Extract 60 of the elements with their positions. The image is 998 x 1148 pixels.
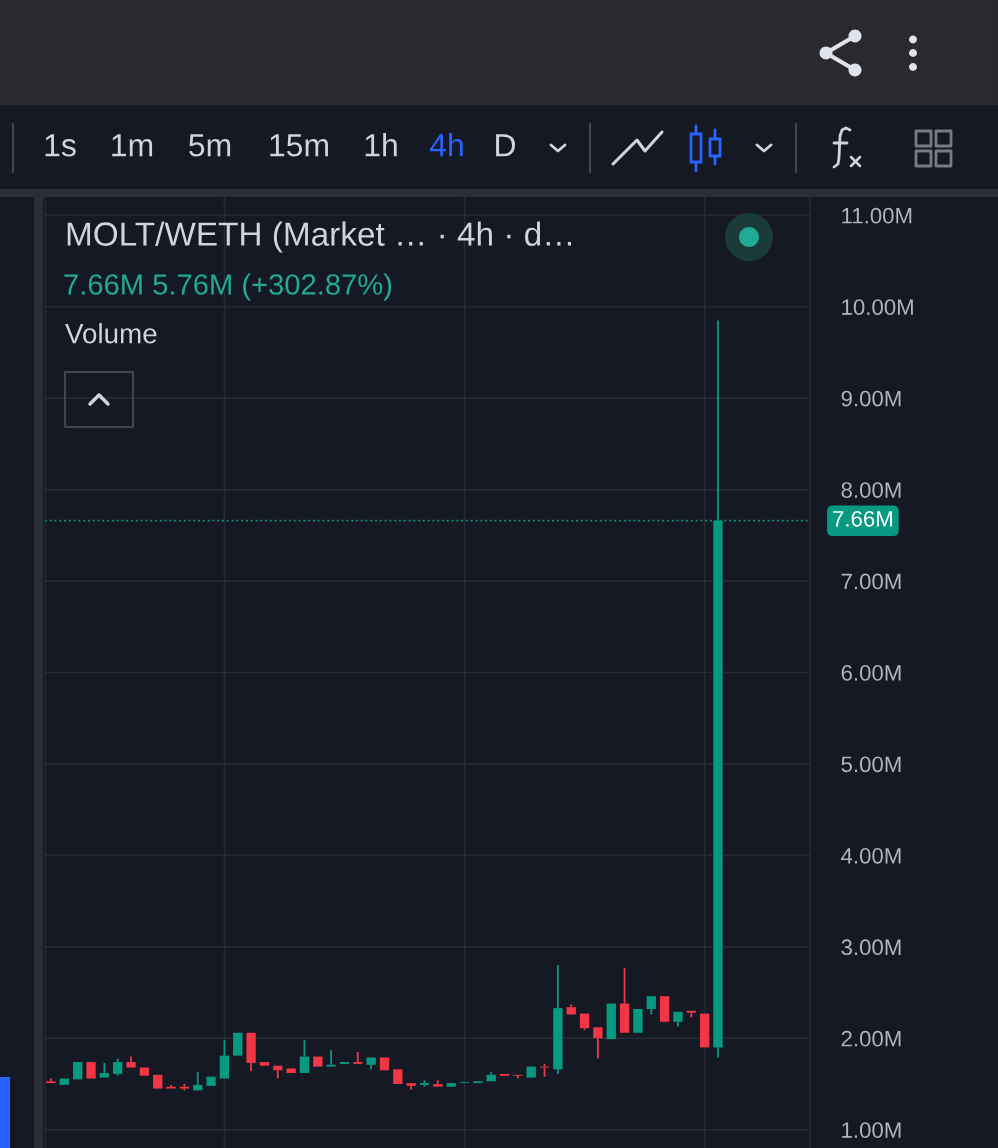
candlestick <box>326 1049 336 1067</box>
candlestick <box>553 964 563 1075</box>
candlestick <box>593 1027 603 1060</box>
y-tick-label: 6.00M <box>841 665 901 681</box>
text: 15m <box>270 134 328 157</box>
text: 5m <box>189 134 231 157</box>
text: 7.66M 5.76M (+302.87%) <box>64 273 392 301</box>
candlestick <box>646 996 656 1016</box>
candlestick <box>99 1062 110 1078</box>
candlestick <box>166 1083 176 1089</box>
y-tick-label: 7.00M <box>841 573 901 590</box>
candlestick <box>313 1056 323 1067</box>
text: MOLT/WETH (Market … · 4h · d… <box>67 221 572 253</box>
candlestick <box>153 1074 163 1089</box>
y-tick-label: 10.00M <box>842 299 913 315</box>
candlestick <box>126 1055 136 1068</box>
y-tick-label: 1.00M <box>842 1122 901 1138</box>
y-tick-label: 11.00M <box>842 207 912 224</box>
candlestick <box>673 1011 683 1028</box>
candlestick <box>286 1068 296 1074</box>
candlestick <box>139 1067 150 1076</box>
candlestick <box>659 996 670 1022</box>
candlestick <box>686 1010 696 1019</box>
candlestick <box>499 1073 510 1076</box>
y-tick-label: 2.00M <box>841 1030 901 1047</box>
ref-line-label: 7.66M <box>833 510 892 527</box>
candlestick <box>366 1057 376 1071</box>
candlestick <box>566 1003 576 1015</box>
text: 1h <box>365 133 397 157</box>
text: 1m <box>112 134 153 157</box>
candlestick <box>433 1079 443 1087</box>
candlestick <box>606 1003 616 1040</box>
candlestick <box>619 966 630 1033</box>
candlestick <box>206 1076 216 1086</box>
candlestick <box>353 1051 363 1064</box>
y-tick-label: 8.00M <box>841 482 901 498</box>
candlestick <box>233 1032 243 1056</box>
candlestick <box>246 1032 256 1073</box>
candlestick <box>59 1078 70 1085</box>
candlestick <box>526 1066 536 1078</box>
candlestick <box>73 1062 83 1080</box>
candlestick <box>113 1057 123 1077</box>
candlestick <box>379 1057 390 1071</box>
candlestick <box>86 1062 96 1079</box>
candlestick <box>699 1013 710 1048</box>
candlestick <box>633 1009 643 1033</box>
annotation: Volume <box>65 323 157 344</box>
y-tick-label: 9.00M <box>841 390 901 407</box>
candlestick <box>393 1069 403 1084</box>
text: 1s <box>45 134 76 157</box>
y-tick-label: 4.00M <box>841 847 901 864</box>
candlestick <box>513 1074 523 1080</box>
candlestick <box>446 1083 456 1087</box>
y-tick-label: 3.00M <box>841 939 901 956</box>
candlestick <box>259 1062 270 1066</box>
y-tick-label: 5.00M <box>841 756 901 773</box>
candlestick <box>486 1071 496 1082</box>
text: 4h <box>429 133 463 157</box>
text: D <box>496 134 516 157</box>
candlestick <box>473 1081 483 1084</box>
